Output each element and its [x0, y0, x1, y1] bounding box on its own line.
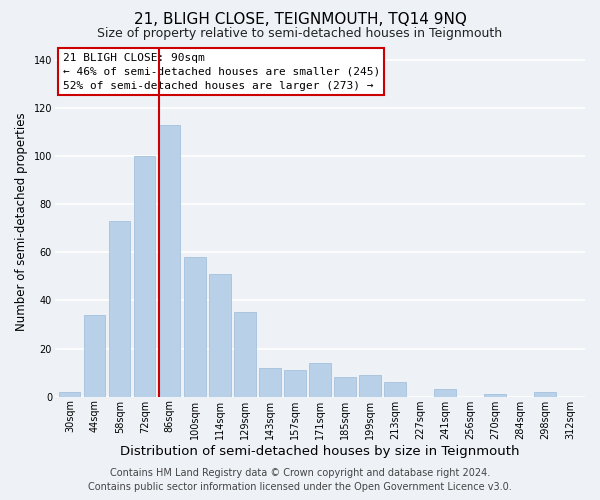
Y-axis label: Number of semi-detached properties: Number of semi-detached properties	[15, 113, 28, 332]
Bar	[385, 382, 406, 396]
Bar	[84, 315, 106, 396]
Text: Size of property relative to semi-detached houses in Teignmouth: Size of property relative to semi-detach…	[97, 28, 503, 40]
Bar	[234, 312, 256, 396]
Bar	[109, 221, 130, 396]
X-axis label: Distribution of semi-detached houses by size in Teignmouth: Distribution of semi-detached houses by …	[120, 444, 520, 458]
Bar	[209, 274, 230, 396]
Bar	[284, 370, 305, 396]
Bar	[359, 375, 380, 396]
Bar	[484, 394, 506, 396]
Bar	[309, 363, 331, 396]
Bar	[334, 378, 356, 396]
Bar	[259, 368, 281, 396]
Bar	[134, 156, 155, 396]
Text: 21 BLIGH CLOSE: 90sqm
← 46% of semi-detached houses are smaller (245)
52% of sem: 21 BLIGH CLOSE: 90sqm ← 46% of semi-deta…	[63, 52, 380, 90]
Bar	[184, 257, 206, 396]
Text: Contains HM Land Registry data © Crown copyright and database right 2024.
Contai: Contains HM Land Registry data © Crown c…	[88, 468, 512, 492]
Bar	[59, 392, 80, 396]
Bar	[535, 392, 556, 396]
Bar	[159, 124, 181, 396]
Bar	[434, 390, 455, 396]
Text: 21, BLIGH CLOSE, TEIGNMOUTH, TQ14 9NQ: 21, BLIGH CLOSE, TEIGNMOUTH, TQ14 9NQ	[134, 12, 466, 28]
